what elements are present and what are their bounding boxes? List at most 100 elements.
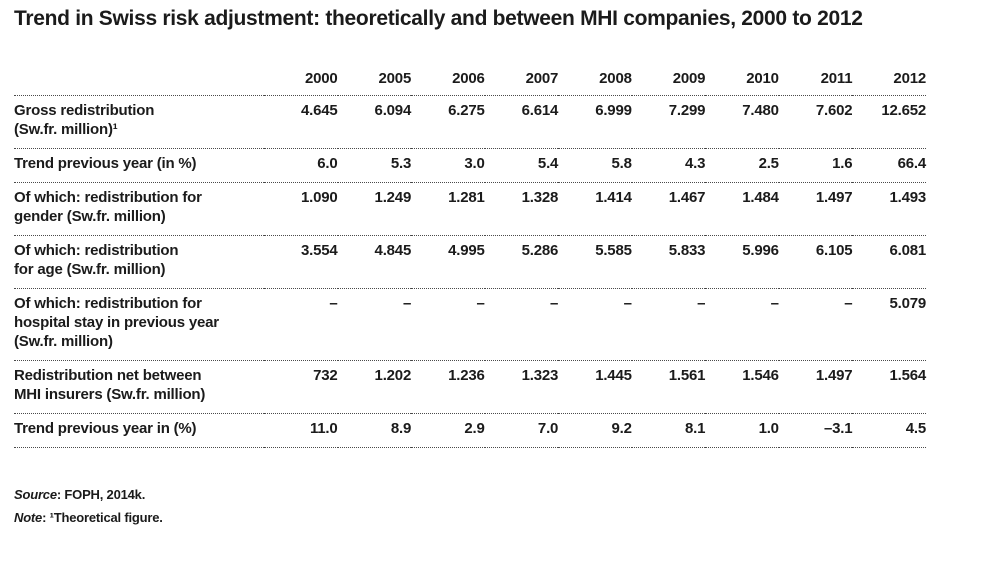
cell-value: 66.4 (852, 148, 926, 184)
year-header: 2005 (337, 69, 411, 97)
year-header: 2008 (558, 69, 632, 97)
row-label: Of which: redistribution for gender (Sw.… (14, 182, 264, 237)
row-label: Trend previous year in (%) (14, 413, 264, 449)
cell-value: 5.079 (852, 288, 926, 362)
table-row: Gross redistribution (Sw.fr. million)¹ 4.… (14, 95, 926, 150)
cell-value: 4.845 (337, 235, 411, 290)
cell-value: – (484, 288, 558, 362)
cell-value: 6.275 (411, 95, 485, 150)
row-label: Redistribution net between MHI insurers … (14, 360, 264, 415)
cell-value: 1.0 (705, 413, 779, 449)
cell-value: 1.497 (778, 360, 853, 415)
year-header: 2011 (778, 69, 853, 97)
year-header: 2010 (705, 69, 779, 97)
table-row: Of which: redistribution for age (Sw.fr.… (14, 235, 926, 290)
cell-value: – (264, 288, 338, 362)
row-label: Trend previous year (in %) (14, 148, 264, 184)
cell-value: 8.9 (337, 413, 411, 449)
cell-value: 1.249 (337, 182, 411, 237)
table-footnotes: Source: FOPH, 2014k. Note: ¹Theoretical … (14, 486, 995, 528)
cell-value: 1.445 (558, 360, 632, 415)
row-label: Of which: redistribution for age (Sw.fr.… (14, 235, 264, 290)
cell-value: 2.5 (705, 148, 779, 184)
cell-value: 4.995 (411, 235, 485, 290)
cell-value: – (337, 288, 411, 362)
cell-value: 5.585 (558, 235, 632, 290)
cell-value: 2.9 (411, 413, 485, 449)
cell-value: 1.561 (631, 360, 705, 415)
year-header: 2000 (264, 69, 338, 97)
cell-value: 12.652 (852, 95, 926, 150)
year-header: 2006 (411, 69, 485, 97)
source-label: Source (14, 487, 57, 503)
cell-value: 1.546 (705, 360, 779, 415)
cell-value: 6.0 (264, 148, 338, 184)
row-label: Gross redistribution (Sw.fr. million)¹ (14, 95, 264, 150)
cell-value: 1.414 (558, 182, 632, 237)
cell-value: 7.602 (778, 95, 853, 150)
cell-value: 8.1 (631, 413, 705, 449)
table-title: Trend in Swiss risk adjustment: theoreti… (14, 7, 863, 30)
year-header: 2012 (852, 69, 926, 97)
cell-value: 4.3 (631, 148, 705, 184)
cell-value: 1.323 (484, 360, 558, 415)
cell-value: 1.328 (484, 182, 558, 237)
cell-value: 1.090 (264, 182, 338, 237)
cell-value: 4.645 (264, 95, 338, 150)
cell-value: 9.2 (558, 413, 632, 449)
source-line: Source: FOPH, 2014k. (14, 486, 995, 505)
note-text: : ¹Theoretical figure. (42, 510, 163, 526)
cell-value: 1.497 (778, 182, 853, 237)
cell-value: 3.554 (264, 235, 338, 290)
table-head: 2000 2005 2006 2007 2008 2009 2010 2011 2012 (14, 69, 926, 97)
cell-value: 1.281 (411, 182, 485, 237)
table-row: Trend previous year (in %) 6.0 5.3 3.0 5.4 5.… (14, 148, 926, 184)
cell-value: – (411, 288, 485, 362)
source-text: : FOPH, 2014k. (56, 487, 146, 503)
note-label: Note (14, 510, 43, 526)
cell-value: 6.614 (484, 95, 558, 150)
cell-value: 6.105 (778, 235, 853, 290)
cell-value: 6.081 (852, 235, 926, 290)
cell-value: 1.467 (631, 182, 705, 237)
table-row: Redistribution net between MHI insurers … (14, 360, 926, 415)
cell-value: 1.493 (852, 182, 926, 237)
cell-value: 5.4 (484, 148, 558, 184)
table-row: Of which: redistribution for gender (Sw.… (14, 182, 926, 237)
cell-value: 5.833 (631, 235, 705, 290)
cell-value: 3.0 (411, 148, 485, 184)
cell-value: – (631, 288, 705, 362)
risk-adjustment-table: 2000 2005 2006 2007 2008 2009 2010 2011 2012 Gro… (14, 69, 926, 449)
cell-value: 4.5 (852, 413, 926, 449)
table-row: Of which: redistribution for hospital st… (14, 288, 926, 362)
cell-value: 5.286 (484, 235, 558, 290)
cell-value: 1.564 (852, 360, 926, 415)
cell-value: 1.202 (337, 360, 411, 415)
table-header-row: 2000 2005 2006 2007 2008 2009 2010 2011 2012 (14, 69, 926, 97)
cell-value: – (705, 288, 779, 362)
cell-value: 11.0 (264, 413, 338, 449)
label-column-header (14, 69, 264, 97)
cell-value: – (778, 288, 853, 362)
table-body: Gross redistribution (Sw.fr. million)¹ 4.… (14, 95, 926, 449)
cell-value: 7.480 (705, 95, 779, 150)
cell-value: 7.0 (484, 413, 558, 449)
cell-value: 5.8 (558, 148, 632, 184)
cell-value: 1.236 (411, 360, 485, 415)
cell-value: 5.996 (705, 235, 779, 290)
cell-value: 1.484 (705, 182, 779, 237)
cell-value: –3.1 (778, 413, 853, 449)
row-label: Of which: redistribution for hospital st… (14, 288, 264, 362)
year-header: 2007 (484, 69, 558, 97)
cell-value: 1.6 (778, 148, 853, 184)
note-line: Note: ¹Theoretical figure. (14, 509, 995, 528)
year-header: 2009 (631, 69, 705, 97)
cell-value: – (558, 288, 632, 362)
cell-value: 7.299 (631, 95, 705, 150)
cell-value: 6.094 (337, 95, 411, 150)
table-row: Trend previous year in (%) 11.0 8.9 2.9 7.0 9… (14, 413, 926, 449)
cell-value: 5.3 (337, 148, 411, 184)
cell-value: 6.999 (558, 95, 632, 150)
cell-value: 732 (264, 360, 338, 415)
